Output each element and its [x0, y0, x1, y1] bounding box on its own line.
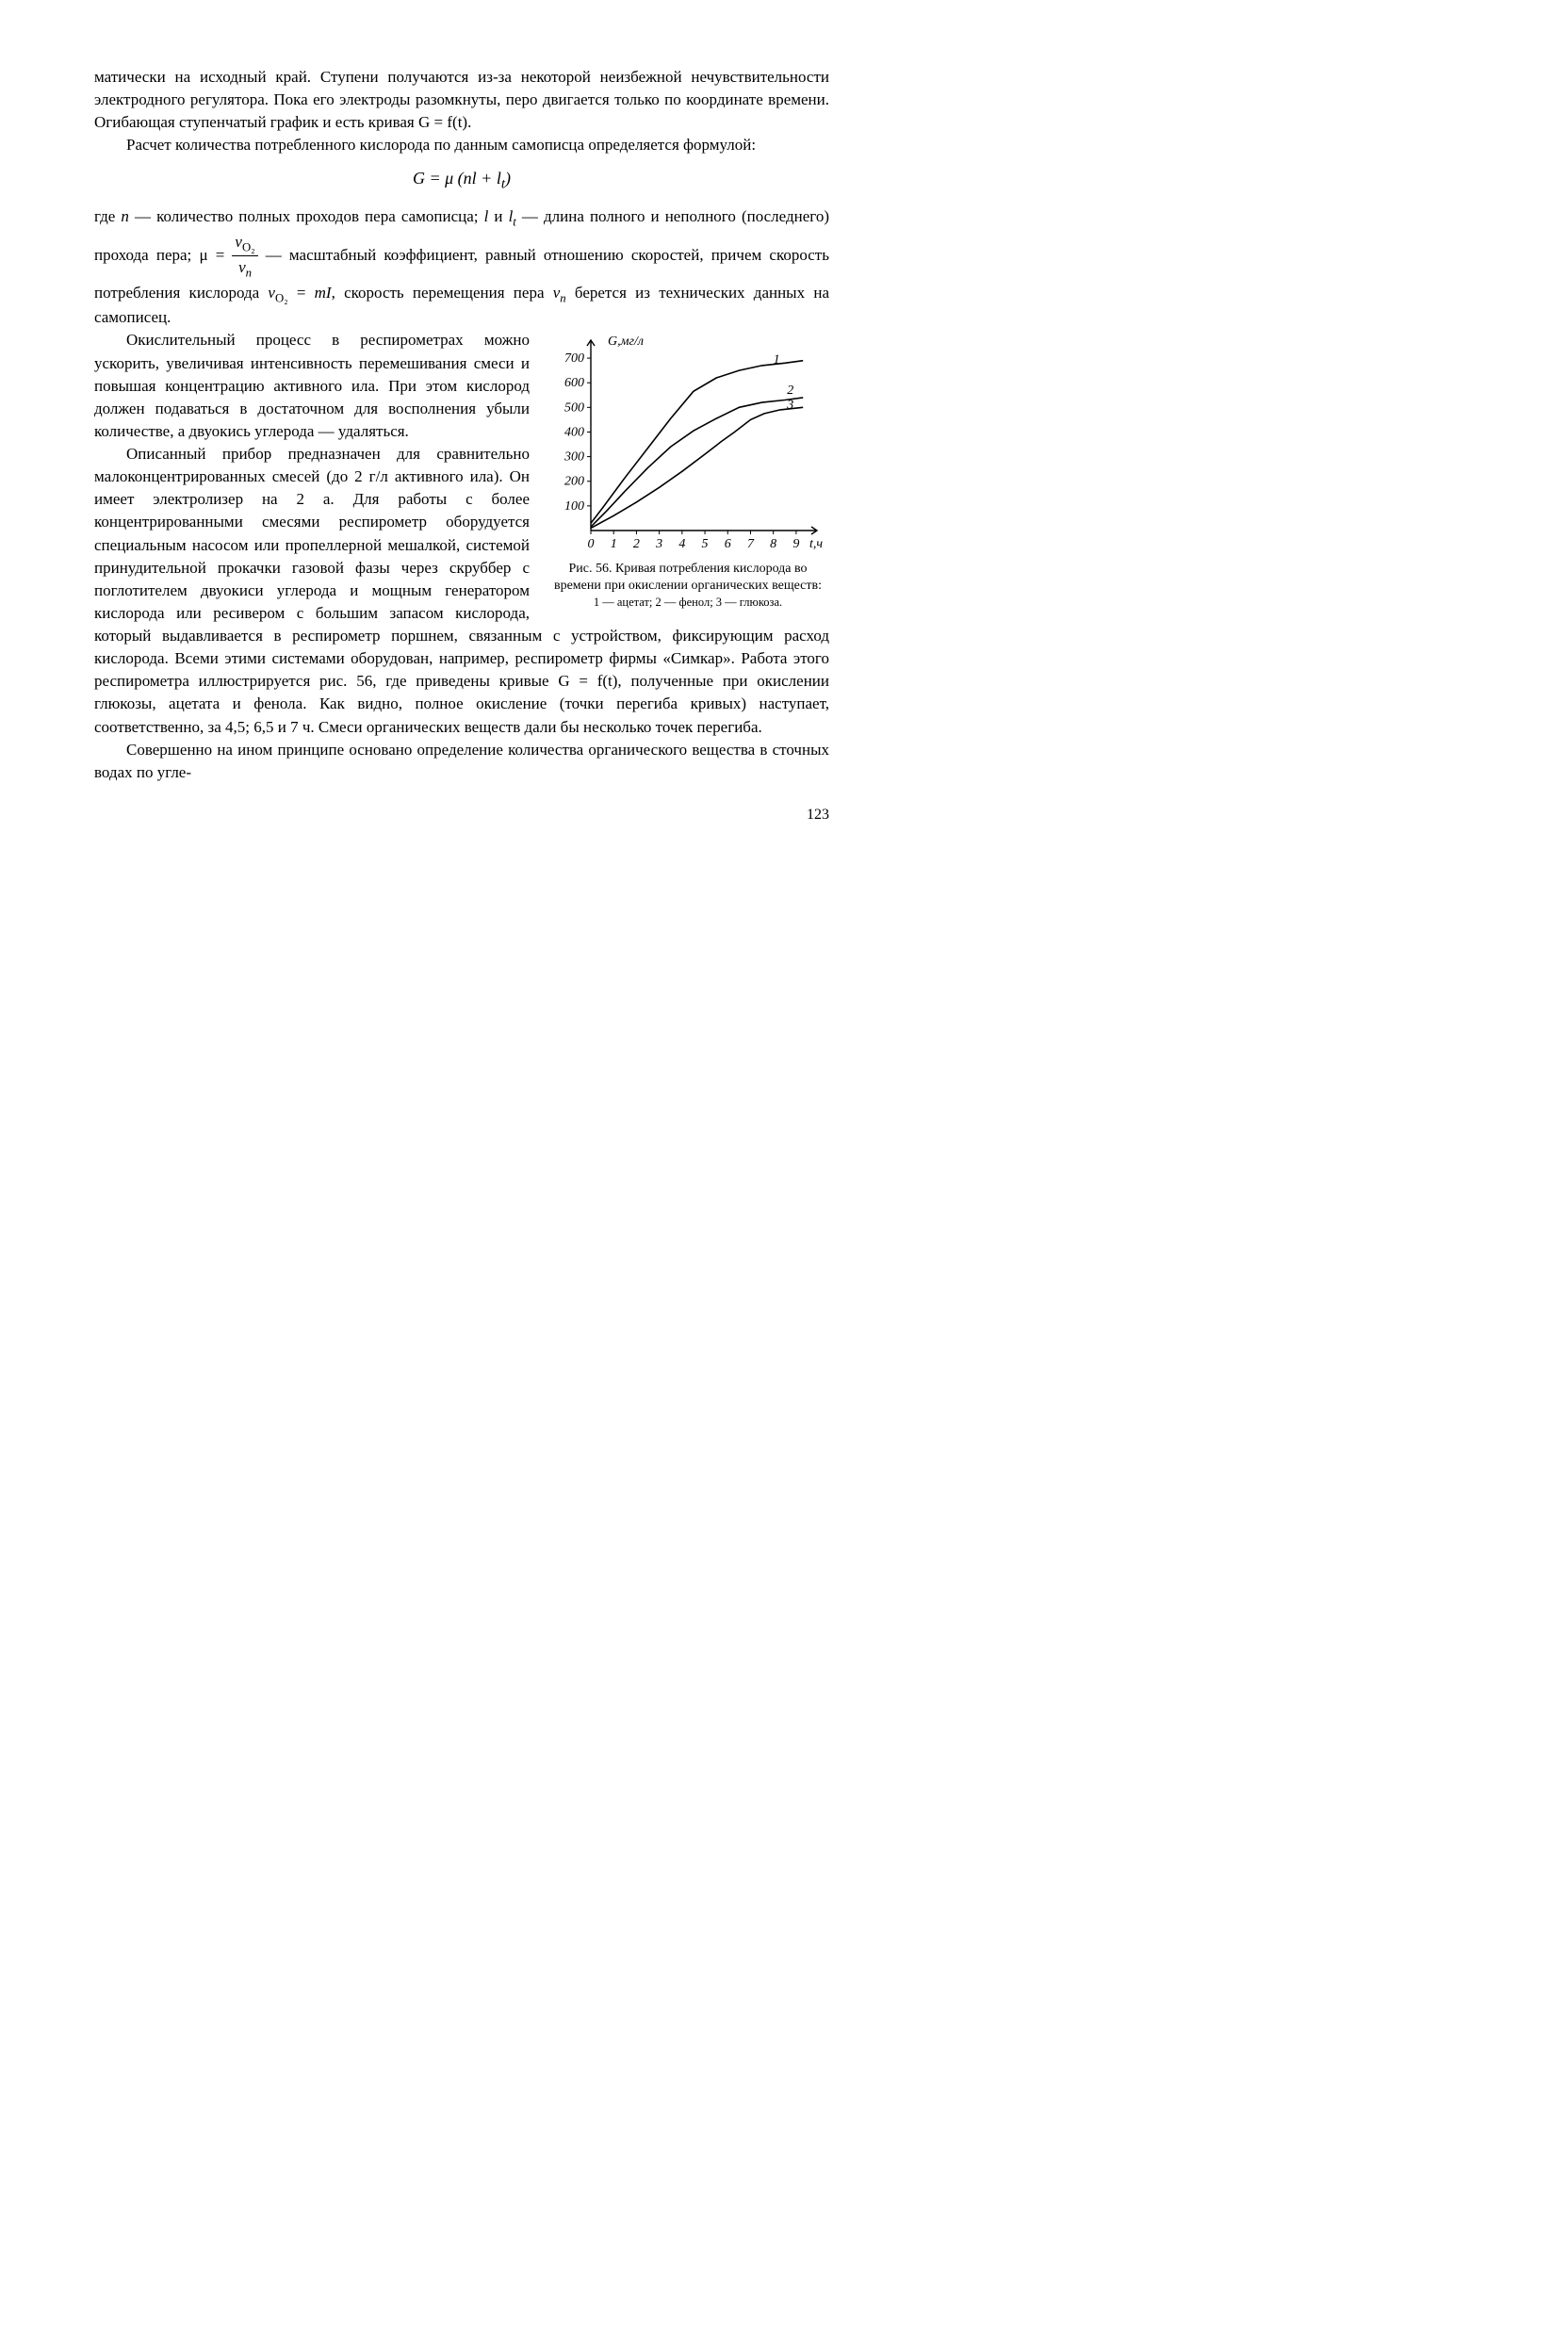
svg-text:G,мг/л: G,мг/л — [608, 335, 644, 349]
svg-text:6: 6 — [725, 537, 731, 551]
page-number: 123 — [94, 805, 829, 826]
svg-text:2: 2 — [633, 537, 640, 551]
body-paragraph: матически на исходный край. Ступени полу… — [94, 66, 829, 134]
svg-text:100: 100 — [564, 499, 584, 514]
svg-text:3: 3 — [786, 399, 793, 413]
svg-text:700: 700 — [564, 352, 584, 367]
body-paragraph: Расчет количества потребленного кислород… — [94, 134, 829, 156]
svg-text:200: 200 — [564, 475, 584, 489]
formula-g: G = μ (nl + lt) — [94, 167, 829, 195]
svg-text:2: 2 — [787, 384, 793, 398]
svg-text:400: 400 — [564, 426, 584, 440]
mu-fraction: μ = vO₂vn — [199, 246, 257, 264]
figure-56: 1002003004005006007000123456789G,мг/лt,ч… — [547, 333, 829, 611]
svg-text:1: 1 — [774, 353, 780, 368]
svg-text:3: 3 — [655, 537, 662, 551]
svg-text:1: 1 — [611, 537, 617, 551]
figure-caption: Рис. 56. Кривая потребления кислорода во… — [547, 561, 829, 594]
body-paragraph: где n — количество полных проходов пера … — [94, 205, 829, 329]
svg-text:8: 8 — [770, 537, 776, 551]
svg-text:0: 0 — [588, 537, 595, 551]
svg-text:t,ч: t,ч — [809, 537, 823, 551]
chart-svg: 1002003004005006007000123456789G,мг/лt,ч… — [551, 333, 825, 555]
body-paragraph: Совершенно на ином принципе основано опр… — [94, 739, 829, 784]
svg-text:5: 5 — [702, 537, 709, 551]
svg-text:7: 7 — [747, 537, 755, 551]
svg-text:500: 500 — [564, 401, 584, 416]
svg-text:9: 9 — [792, 537, 799, 551]
figure-legend: 1 — ацетат; 2 — фенол; 3 — глюкоза. — [547, 596, 829, 611]
svg-text:600: 600 — [564, 377, 584, 391]
svg-text:4: 4 — [678, 537, 685, 551]
svg-text:300: 300 — [564, 450, 584, 465]
